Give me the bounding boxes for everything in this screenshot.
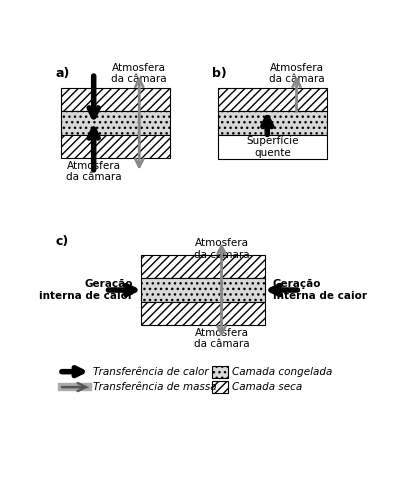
Text: Atmosfera
da câmara: Atmosfera da câmara (66, 161, 122, 182)
Bar (141, 278, 265, 302)
Text: Geração
interna de calor: Geração interna de calor (39, 279, 133, 301)
Text: Camada congelada: Camada congelada (232, 367, 333, 377)
Bar (212, 381, 228, 393)
Bar (61, 134, 169, 157)
Bar (61, 111, 169, 134)
Bar (61, 88, 169, 111)
Text: Atmosfera
da câmara: Atmosfera da câmara (111, 63, 167, 85)
Text: a): a) (56, 67, 70, 80)
Bar (141, 302, 265, 325)
Text: Atmosfera
da câmara: Atmosfera da câmara (269, 63, 324, 85)
Bar (141, 255, 265, 278)
Text: Atmosfera
da câmara: Atmosfera da câmara (194, 239, 249, 260)
Text: Transferência de calor: Transferência de calor (93, 367, 209, 377)
Text: b): b) (212, 67, 227, 80)
Text: Transferência de massa: Transferência de massa (93, 382, 217, 392)
Text: c): c) (56, 235, 69, 247)
Text: Camada seca: Camada seca (232, 382, 303, 392)
Bar (212, 366, 228, 378)
Text: Geração
interna de caior: Geração interna de caior (273, 279, 367, 301)
Bar (219, 88, 327, 111)
Bar (219, 134, 327, 159)
Bar (219, 111, 327, 134)
Text: Superfície
quente: Superfície quente (246, 136, 299, 158)
Text: Atmosfera
da câmara: Atmosfera da câmara (194, 328, 249, 349)
